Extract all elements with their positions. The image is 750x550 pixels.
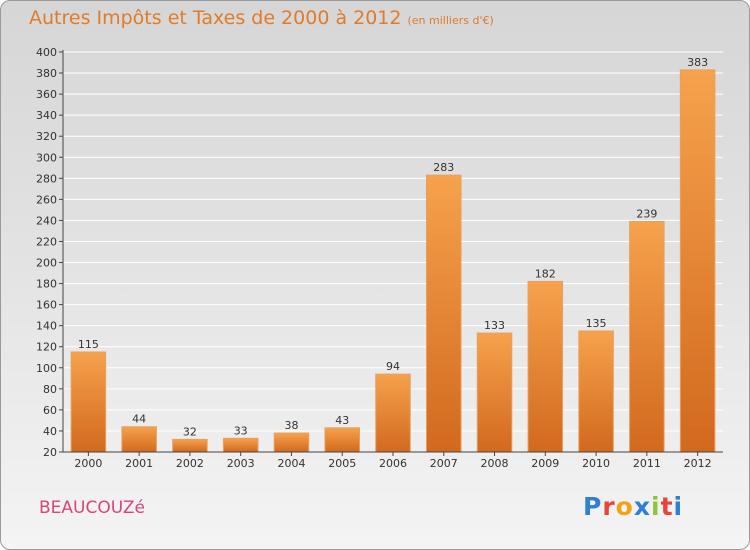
y-tick-label: 360: [36, 88, 57, 101]
data-label: 283: [433, 161, 454, 174]
bar: [679, 69, 716, 453]
x-axis-ticks: 2000 2001 2002 2003 2004 2005 2006 2007 2008 2009…: [74, 452, 712, 470]
logo-letter: i: [651, 492, 661, 521]
y-tick-label: 60: [43, 404, 57, 417]
chart-title: Autres Impôts et Taxes de 2000 à 2012 (en…: [29, 7, 494, 29]
y-tick-label: 280: [36, 172, 57, 185]
x-tick-label: 2010: [582, 457, 610, 470]
logo-letter: i: [673, 492, 684, 521]
bar: [375, 373, 411, 453]
chart-subtitle: (en milliers d'€): [407, 14, 494, 27]
y-tick-label: 80: [43, 383, 57, 396]
y-tick-label: 100: [36, 362, 57, 375]
logo-letter: P: [583, 492, 603, 521]
data-label: 133: [484, 319, 505, 332]
data-label: 43: [335, 414, 349, 427]
y-tick-label: 320: [36, 130, 57, 143]
y-tick-label: 380: [36, 67, 57, 80]
y-tick-label: 200: [36, 257, 57, 270]
x-tick-label: 2000: [74, 457, 102, 470]
data-label: 33: [234, 424, 248, 437]
data-label: 182: [535, 267, 556, 280]
logo-letter: o: [615, 492, 634, 521]
y-axis-ticks: 20 40 60 80 100 120 140 160 180 200 220 240 260 280 30…: [36, 46, 63, 459]
x-tick-label: 2011: [633, 457, 661, 470]
data-label: 239: [636, 207, 657, 220]
y-tick-label: 140: [36, 320, 57, 333]
bar: [222, 437, 259, 453]
x-tick-label: 2008: [481, 457, 509, 470]
y-tick-label: 40: [43, 425, 57, 438]
bars: [70, 69, 716, 453]
x-tick-label: 2005: [328, 457, 356, 470]
y-tick-label: 400: [36, 46, 57, 59]
y-tick-label: 240: [36, 214, 57, 227]
x-tick-label: 2003: [227, 457, 255, 470]
proxiti-logo: Proxiti: [583, 492, 683, 521]
logo-letter: t: [660, 492, 674, 521]
y-tick-label: 160: [36, 299, 57, 312]
bar: [578, 330, 614, 453]
bar: [70, 351, 107, 453]
bar: [172, 438, 208, 453]
data-label: 383: [687, 56, 708, 69]
y-tick-label: 220: [36, 235, 57, 248]
y-tick-label: 300: [36, 151, 57, 164]
x-tick-label: 2004: [277, 457, 305, 470]
bar: [324, 427, 360, 453]
chart-title-text: Autres Impôts et Taxes de 2000 à 2012: [29, 7, 402, 29]
x-tick-label: 2006: [379, 457, 407, 470]
x-tick-label: 2001: [125, 457, 153, 470]
bar: [121, 426, 157, 453]
bar: [273, 432, 310, 453]
data-label: 32: [183, 425, 197, 438]
data-labels: 115 44 32 33 38 43 94 283 133 182 135 239 383: [78, 56, 708, 438]
logo-letter: r: [602, 492, 616, 521]
y-tick-label: 20: [43, 446, 57, 459]
y-tick-label: 120: [36, 341, 57, 354]
y-tick-label: 180: [36, 278, 57, 291]
x-tick-label: 2009: [531, 457, 559, 470]
data-label: 94: [386, 360, 400, 373]
x-tick-label: 2012: [684, 457, 712, 470]
bar: [527, 280, 564, 453]
data-label: 115: [78, 338, 99, 351]
x-tick-label: 2002: [176, 457, 204, 470]
bar: [629, 220, 665, 453]
bar: [426, 174, 462, 453]
y-tick-label: 260: [36, 193, 57, 206]
x-tick-label: 2007: [430, 457, 458, 470]
data-label: 38: [284, 419, 298, 432]
y-tick-label: 340: [36, 109, 57, 122]
bar: [476, 332, 513, 453]
data-label: 135: [586, 317, 607, 330]
town-name: BEAUCOUZé: [39, 498, 145, 518]
logo-letter: x: [633, 492, 651, 521]
data-label: 44: [132, 413, 146, 426]
